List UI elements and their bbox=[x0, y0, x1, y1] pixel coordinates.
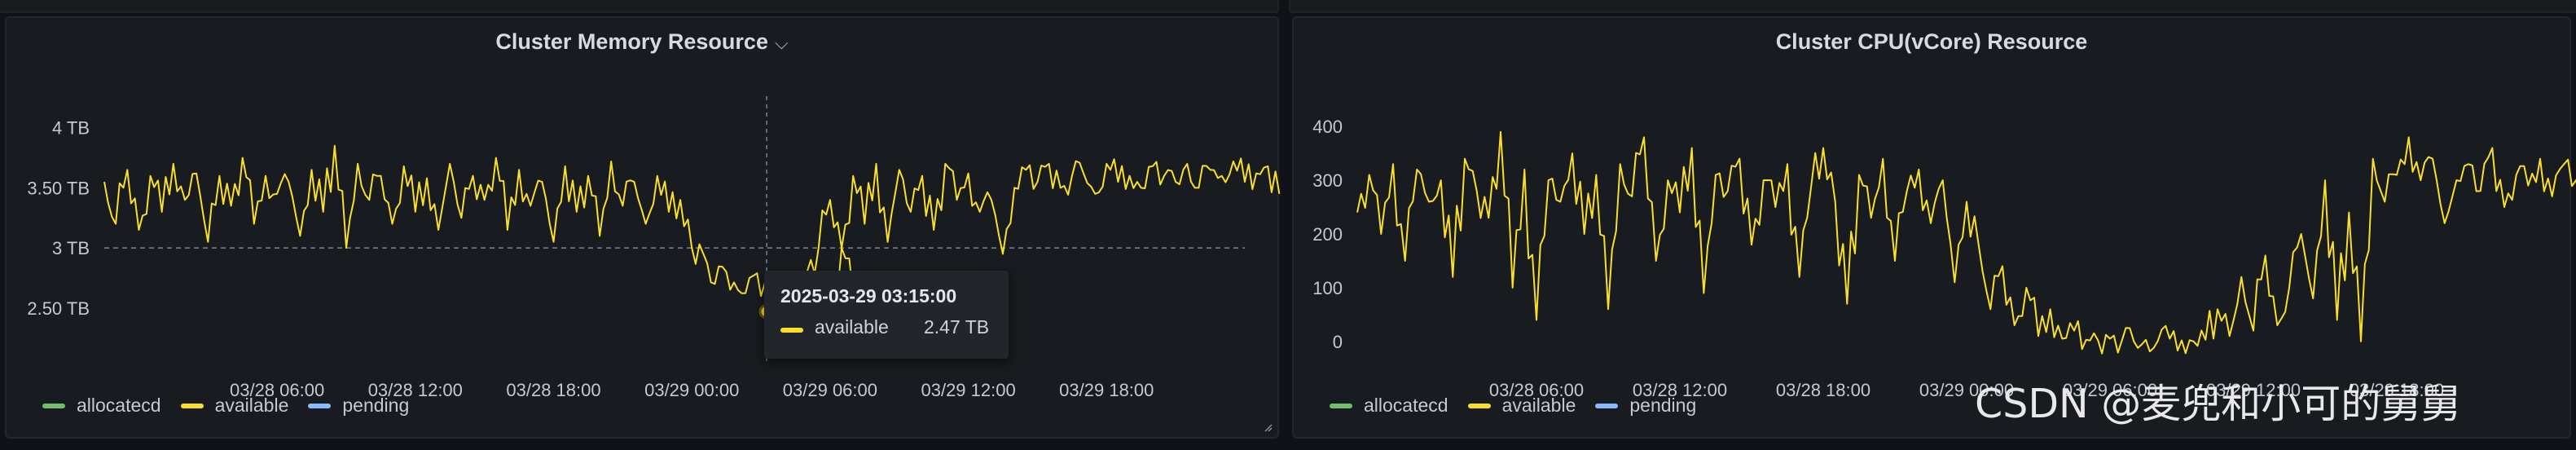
legend-swatch-pending bbox=[1595, 403, 1619, 408]
y-tick-label: 300 bbox=[1312, 170, 1343, 191]
tooltip-time: 2025-03-29 03:15:00 bbox=[780, 285, 957, 307]
legend-item-pending[interactable]: pending bbox=[1595, 395, 1696, 417]
y-tick-label: 200 bbox=[1312, 224, 1343, 245]
legend-label: allocatecd bbox=[1364, 395, 1448, 416]
tooltip-swatch bbox=[780, 328, 803, 333]
x-tick-label: 03/29 06:00 bbox=[783, 380, 877, 400]
x-tick-label: 03/29 18:00 bbox=[1059, 380, 1154, 400]
cpu-legend: allocatecd available pending bbox=[1330, 395, 1696, 417]
legend-item-allocated[interactable]: allocatecd bbox=[42, 395, 161, 417]
y-tick-label: 400 bbox=[1312, 117, 1343, 137]
tooltip-value: 2.47 TB bbox=[924, 316, 990, 338]
legend-item-pending[interactable]: pending bbox=[308, 395, 409, 417]
legend-label: pending bbox=[1629, 395, 1697, 416]
resize-handle-icon[interactable] bbox=[1263, 422, 1273, 432]
x-tick-label: 03/28 06:00 bbox=[1489, 380, 1584, 400]
memory-legend: allocatecd available pending bbox=[42, 395, 409, 417]
cpu-title-text: Cluster CPU(vCore) Resource bbox=[1775, 29, 2088, 54]
x-tick-label: 03/29 18:00 bbox=[2350, 380, 2444, 400]
legend-item-available[interactable]: available bbox=[180, 395, 289, 417]
previous-panel-row-right bbox=[1289, 0, 2576, 13]
x-tick-label: 03/28 18:00 bbox=[1776, 380, 1870, 400]
legend-label: allocatecd bbox=[77, 395, 161, 416]
x-tick-label: 03/29 12:00 bbox=[2206, 380, 2301, 400]
x-tick-label: 03/28 12:00 bbox=[1633, 380, 1727, 400]
series-line-available bbox=[1356, 130, 2576, 355]
legend-item-available[interactable]: available bbox=[1467, 395, 1576, 417]
y-tick-label: 4 TB bbox=[52, 118, 90, 139]
legend-label: pending bbox=[342, 395, 410, 416]
cpu-panel-title[interactable]: Cluster CPU(vCore) Resource bbox=[1294, 29, 2569, 55]
legend-swatch-available bbox=[180, 403, 204, 408]
legend-label: available bbox=[214, 395, 289, 416]
memory-panel: Cluster Memory Resource ⌵ 2.50 TB 3 TB 3.50… bbox=[5, 16, 1281, 440]
y-tick-label: 0 bbox=[1333, 332, 1343, 352]
series-line-available bbox=[806, 157, 1281, 275]
legend-swatch-pending bbox=[308, 403, 332, 408]
legend-swatch-available bbox=[1467, 403, 1491, 408]
x-tick-label: 03/29 12:00 bbox=[921, 380, 1015, 400]
x-tick-label: 03/28 18:00 bbox=[506, 380, 600, 400]
x-tick-label: 03/28 06:00 bbox=[230, 380, 324, 400]
x-tick-label: 03/29 00:00 bbox=[644, 380, 739, 400]
legend-swatch-allocated bbox=[42, 403, 65, 408]
x-tick-label: 03/29 00:00 bbox=[1919, 380, 2014, 400]
y-tick-label: 3 TB bbox=[52, 238, 90, 258]
y-tick-label: 100 bbox=[1312, 278, 1343, 298]
memory-panel-title[interactable]: Cluster Memory Resource ⌵ bbox=[7, 29, 1277, 55]
x-tick-label: 03/29 06:00 bbox=[2063, 380, 2157, 400]
tooltip-series: available bbox=[815, 316, 889, 338]
hover-tooltip: 2025-03-29 03:15:00 available 2.47 TB bbox=[764, 271, 1009, 359]
memory-chart-svg[interactable]: 2.50 TB 3 TB 3.50 TB 4 TB 03/28 06:00 03/28 1… bbox=[7, 18, 1281, 440]
watermark-text: CSDN @麦兜和小可的舅舅 bbox=[1975, 381, 2461, 427]
y-tick-label: 3.50 TB bbox=[27, 178, 90, 198]
x-tick-label: 03/28 12:00 bbox=[368, 380, 463, 400]
cpu-chart-svg[interactable]: 0 100 200 300 400 03/28 06:00 03/28 12:00 03/28… bbox=[1294, 18, 2576, 440]
chevron-down-icon[interactable]: ⌵ bbox=[774, 33, 789, 53]
cpu-panel: Cluster CPU(vCore) Resource 0 100 200 300 40… bbox=[1292, 16, 2576, 440]
legend-swatch-allocated bbox=[1330, 403, 1352, 408]
y-tick-label: 2.50 TB bbox=[27, 298, 90, 319]
top-strip bbox=[0, 0, 2576, 13]
memory-title-text: Cluster Memory Resource bbox=[495, 29, 768, 54]
series-line-available bbox=[103, 144, 855, 320]
legend-label: available bbox=[1501, 395, 1576, 416]
previous-panel-row-left bbox=[0, 0, 1279, 13]
legend-item-allocated[interactable]: allocatecd bbox=[1330, 395, 1448, 417]
